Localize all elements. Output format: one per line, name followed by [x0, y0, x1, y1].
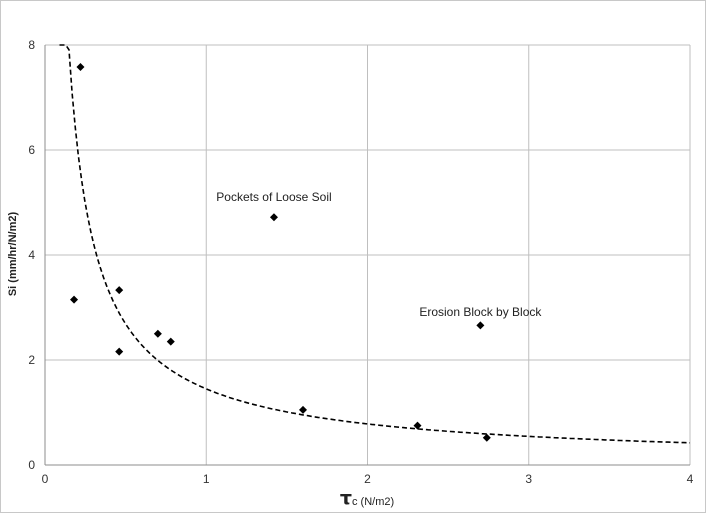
data-point	[476, 321, 485, 330]
data-point	[269, 213, 278, 222]
x-axis-label-symbol: τ	[340, 487, 352, 509]
axes: 0 1 2 3 4 0 2 4 6 8	[28, 38, 693, 486]
x-tick-label: 0	[42, 472, 49, 486]
y-tick-label: 6	[28, 143, 35, 157]
y-tick-label: 8	[28, 38, 35, 52]
data-point	[166, 337, 175, 346]
y-tick-label: 0	[28, 458, 35, 472]
y-tick-label: 2	[28, 353, 35, 367]
data-point	[413, 421, 422, 430]
data-point	[153, 329, 162, 338]
data-point	[115, 347, 124, 356]
annotation-label: Pockets of Loose Soil	[216, 190, 331, 204]
data-point	[115, 286, 124, 295]
x-axis-label: τc (N/m2)	[340, 487, 394, 509]
annotations: Pockets of Loose Soil Erosion Block by Bl…	[216, 190, 542, 319]
y-tick-label: 4	[28, 248, 35, 262]
trendline-layer	[59, 44, 691, 444]
data-point	[76, 63, 85, 72]
x-axis-label-unit: c (N/m2)	[352, 496, 394, 508]
y-axis-label: Si (mm/hr/N/m2)	[7, 211, 19, 296]
grid-lines	[45, 44, 691, 465]
annotation-label: Erosion Block by Block	[419, 305, 542, 319]
power-trendline	[59, 44, 691, 444]
data-points	[70, 63, 491, 442]
data-point	[70, 295, 79, 304]
data-point	[482, 433, 491, 442]
data-point	[299, 405, 307, 414]
x-tick-label: 1	[203, 472, 210, 486]
x-tick-label: 4	[687, 472, 694, 486]
x-tick-label: 3	[525, 472, 532, 486]
x-tick-label: 2	[364, 472, 371, 486]
